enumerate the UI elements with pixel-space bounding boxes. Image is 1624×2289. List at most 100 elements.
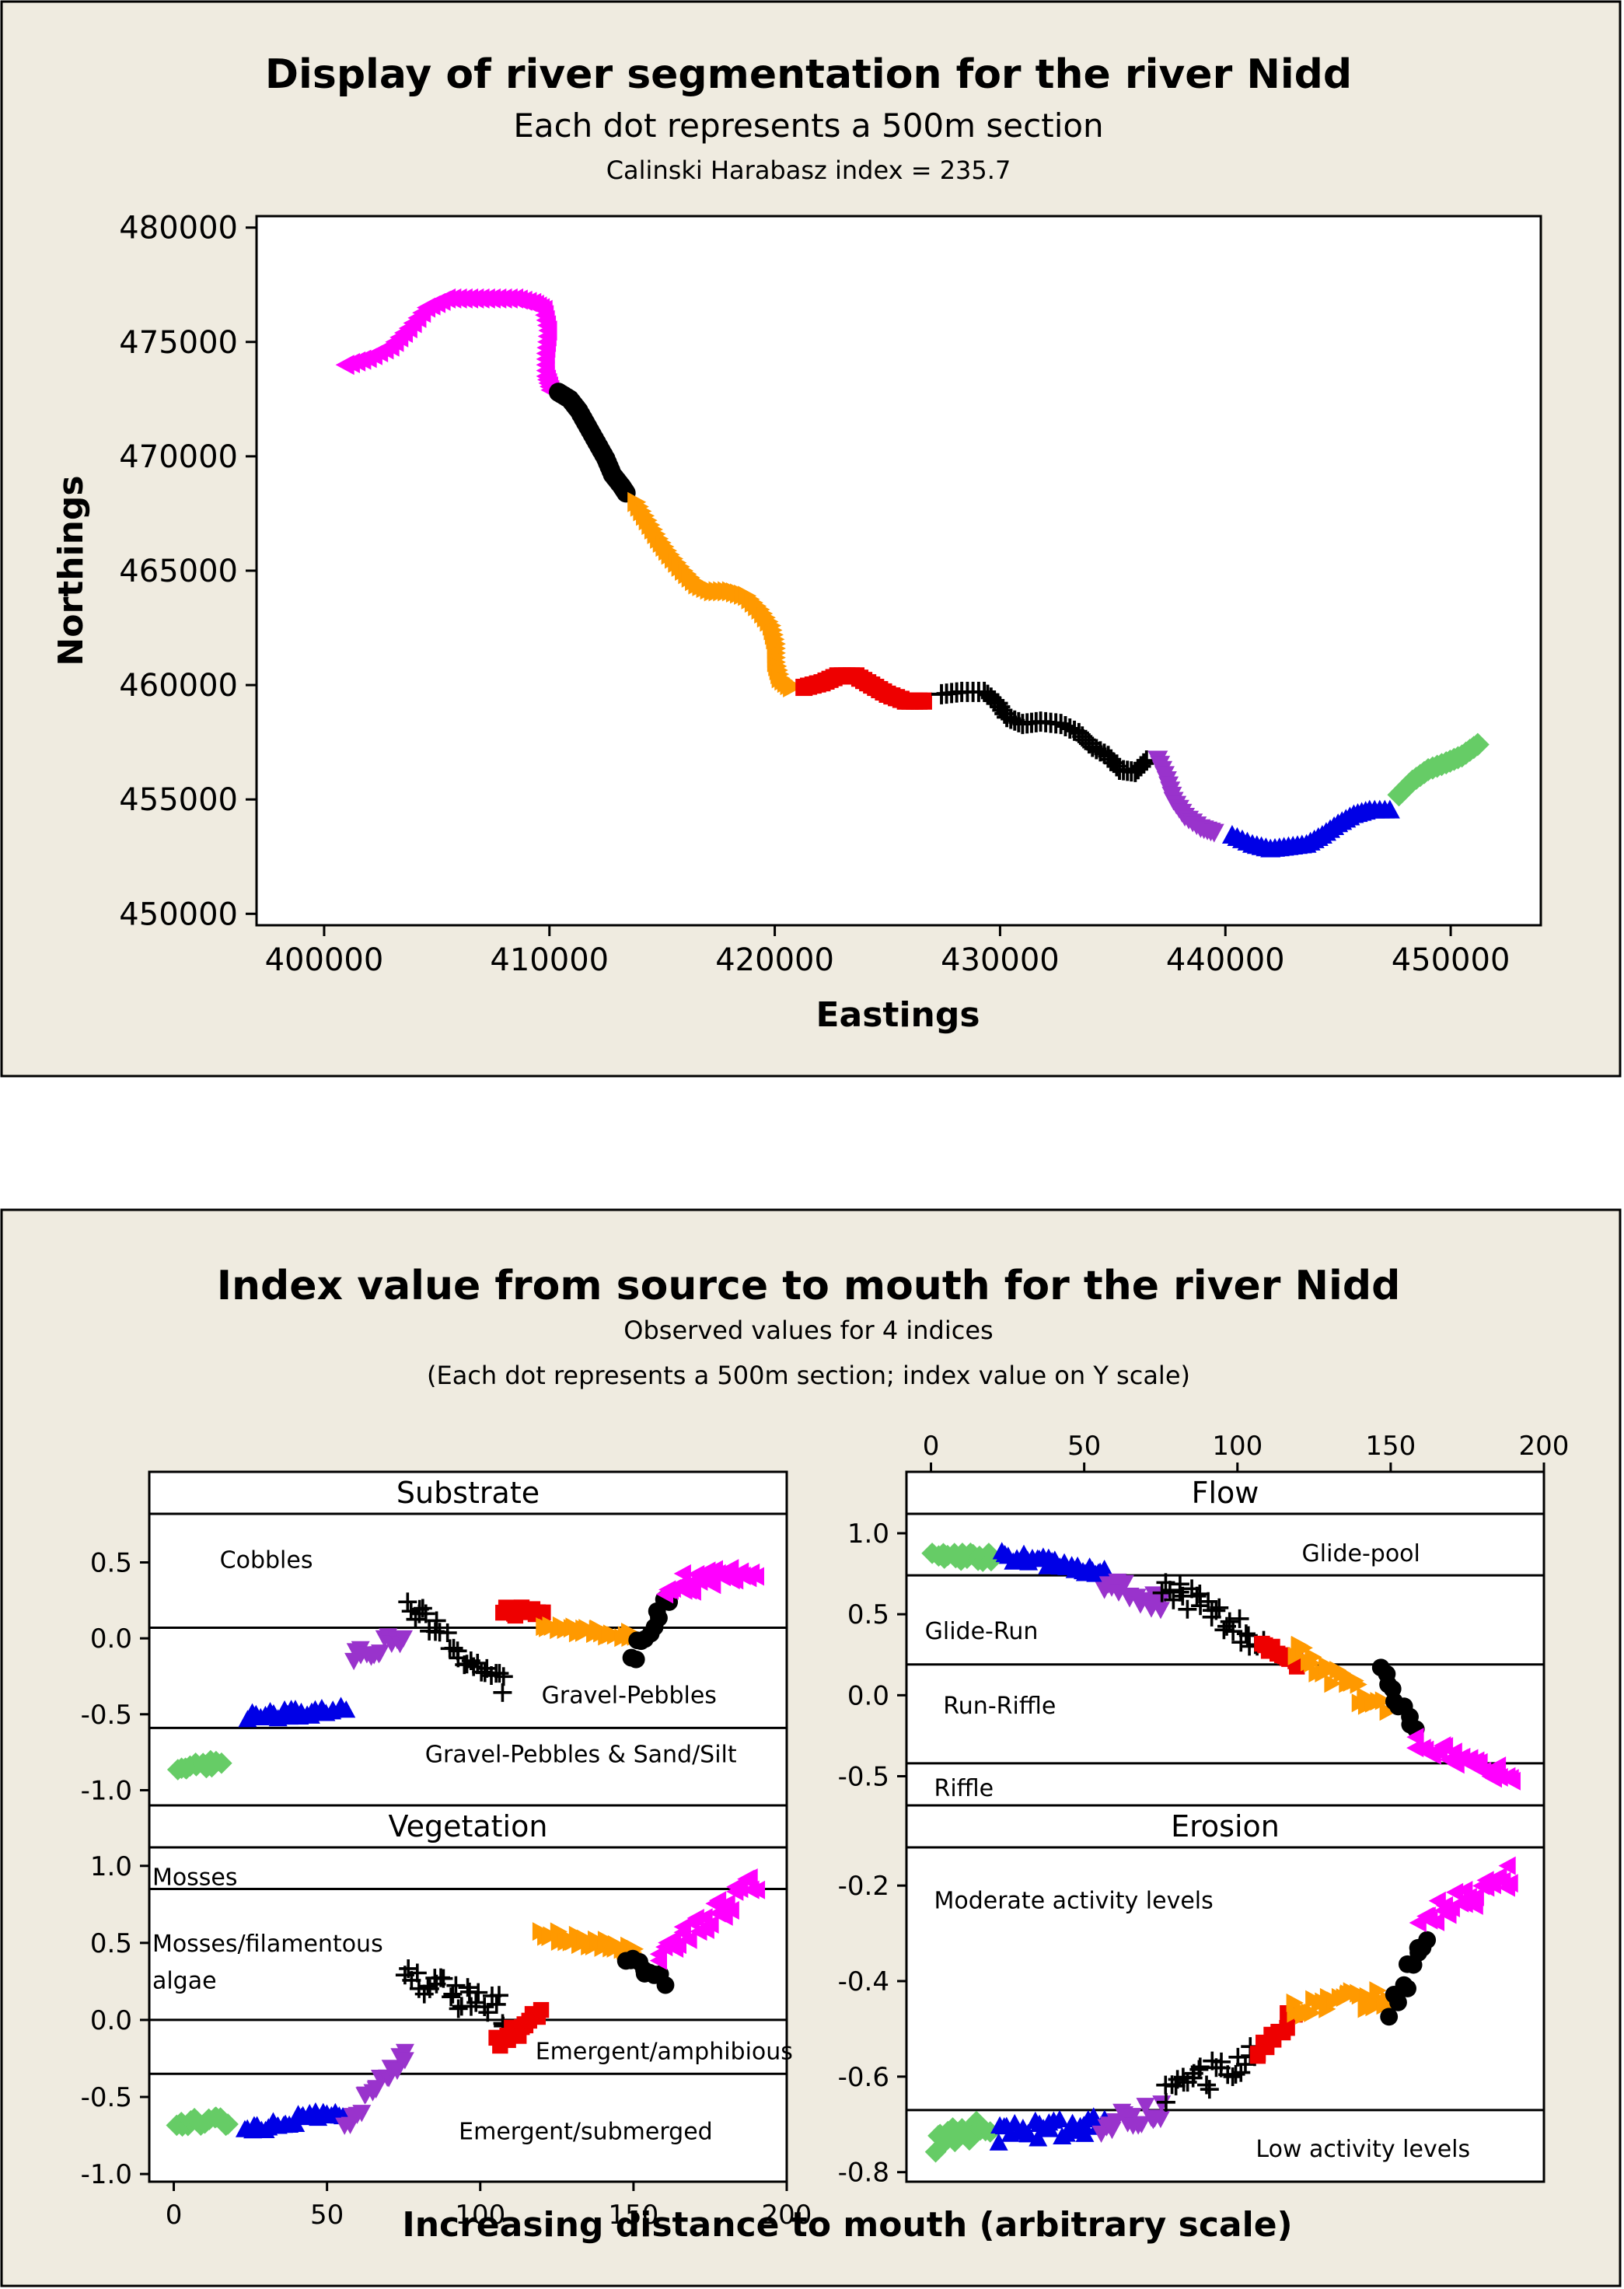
panel-point <box>704 1575 721 1595</box>
panel-point <box>679 1930 697 1949</box>
panel-point <box>1236 1624 1256 1644</box>
panel-x-tick-label: 100 <box>1212 1431 1263 1462</box>
panel-point <box>370 1644 389 1662</box>
top-point <box>1203 823 1224 843</box>
panel-point <box>535 1604 551 1621</box>
panel-x-tick-label: 100 <box>455 2200 505 2231</box>
region-label: Gravel-Pebbles <box>542 1682 717 1709</box>
panel-substrate: Substrate 0.5 0.0 -0.5 -1.0 Cobbles Gravel-Peb… <box>81 1470 788 1807</box>
panel-point <box>597 1931 616 1950</box>
panel-point <box>1279 2020 1295 2036</box>
panel-point <box>721 1901 739 1920</box>
panel-point <box>1427 1912 1445 1931</box>
panel-title: Substrate <box>396 1476 540 1510</box>
panel-point <box>352 2105 372 2123</box>
top-x-tick-label: 410000 <box>490 942 609 978</box>
panel-point <box>1123 2108 1142 2126</box>
top-y-tick-label: 465000 <box>119 554 238 589</box>
panel-point <box>686 1909 704 1928</box>
panel-point <box>487 1994 506 2014</box>
panel-point <box>1500 1874 1518 1893</box>
panel-point <box>701 1914 719 1934</box>
panel-x-tick-label: 0 <box>166 2200 183 2231</box>
panel-x-tick-label: 150 <box>1365 1431 1416 1462</box>
top-x-tick-label: 450000 <box>1392 942 1510 978</box>
panel-point <box>1187 1586 1207 1606</box>
panel-y-tick-label: 0.0 <box>847 1680 889 1711</box>
region-label: Run-Riffle <box>943 1693 1056 1720</box>
panel-y-tick-label: -0.2 <box>838 1871 889 1902</box>
panel-point <box>443 1984 463 2004</box>
top-x-axis-label: Eastings <box>815 995 980 1035</box>
panel-title: Flow <box>1192 1476 1259 1510</box>
panel-point <box>1333 1664 1352 1683</box>
panel-point <box>416 1604 435 1623</box>
panel-x-tick-label: 50 <box>310 2200 344 2231</box>
panel-point <box>1445 1882 1464 1902</box>
panel-point <box>1191 1596 1210 1616</box>
panel-point <box>1379 1702 1397 1721</box>
panel-point <box>458 1978 477 1997</box>
panel-point <box>650 1609 668 1627</box>
panel-point <box>1223 2067 1242 2086</box>
top-plot-area <box>255 215 1542 927</box>
panel-point <box>1304 2003 1322 2022</box>
panel-point <box>989 2133 1008 2151</box>
panel-y-tick-label: -0.8 <box>838 2158 889 2189</box>
region-label: Glide-pool <box>1302 1540 1420 1567</box>
panel-point <box>1178 1599 1197 1619</box>
panel-point <box>627 1650 645 1669</box>
panel-point <box>1199 1592 1218 1611</box>
panel-point <box>490 1664 509 1683</box>
panel-point <box>444 1638 463 1658</box>
panel-point <box>1488 1756 1507 1776</box>
panel-y-tick-label: -0.4 <box>838 1966 889 1997</box>
top-data-points <box>335 288 1490 858</box>
panel-x-tick-label: 200 <box>1519 1431 1570 1462</box>
panel-y-tick-label: -1.0 <box>81 1775 132 1806</box>
panel-point <box>746 1567 764 1586</box>
panel-point <box>1490 1767 1508 1787</box>
top-x-tick-label: 420000 <box>715 942 834 978</box>
region-label: Emergent/amphibious <box>536 2039 793 2066</box>
top-point <box>1050 714 1071 735</box>
panel-point <box>1207 1601 1226 1620</box>
panel-point <box>1304 1648 1322 1667</box>
top-y-tick-label: 450000 <box>119 896 238 932</box>
panel-point <box>1374 1691 1392 1711</box>
top-point <box>1055 716 1076 737</box>
panel-flow: Flow 1.0 0.5 0.0 -0.5 0 50 100 150 200 Glide-pool G… <box>838 1431 1570 1807</box>
panel-point <box>493 1683 512 1702</box>
panel-point <box>379 2070 399 2088</box>
top-x-tick-label: 400000 <box>265 942 384 978</box>
region-label: Glide-Run <box>925 1618 1039 1645</box>
panel-point <box>1151 2110 1170 2129</box>
top-x-tick-label: 440000 <box>1166 942 1285 978</box>
panel-point <box>1197 2075 1217 2095</box>
panel-title: Erosion <box>1171 1809 1280 1843</box>
panel-y-tick-label: -0.6 <box>838 2062 889 2093</box>
panel-y-tick-label: -0.5 <box>81 1700 132 1731</box>
panel-point <box>1151 1602 1171 1620</box>
panel-points <box>166 1868 766 2139</box>
region-label: Emergent/submerged <box>459 2119 713 2146</box>
panel-point <box>1466 1887 1484 1906</box>
panel-point <box>533 2001 550 2018</box>
panel-y-tick-label: 0.5 <box>90 1928 132 1959</box>
panel-point <box>395 2052 414 2070</box>
panel-point <box>393 1630 413 1648</box>
panel-erosion: Erosion -0.2 -0.4 -0.6 -0.8 Moderate activity… <box>838 1804 1545 2189</box>
panel-y-tick-label: 0.0 <box>90 2005 132 2036</box>
panel-point <box>673 1564 691 1583</box>
top-axis-ticks: 400000 410000 420000 430000 440000 450000 4500… <box>119 211 1510 978</box>
panel-strip <box>148 1470 788 1515</box>
panel-point <box>1152 1583 1172 1602</box>
panel-x-tick-label: 0 <box>923 1431 940 1462</box>
panel-points <box>166 1559 764 1781</box>
panel-point <box>209 2107 232 2129</box>
panel-point <box>1503 1771 1521 1791</box>
panel-point <box>1295 1638 1313 1658</box>
panel-title: Vegetation <box>389 1809 548 1843</box>
region-label: Gravel-Pebbles & Sand/Silt <box>425 1742 737 1769</box>
